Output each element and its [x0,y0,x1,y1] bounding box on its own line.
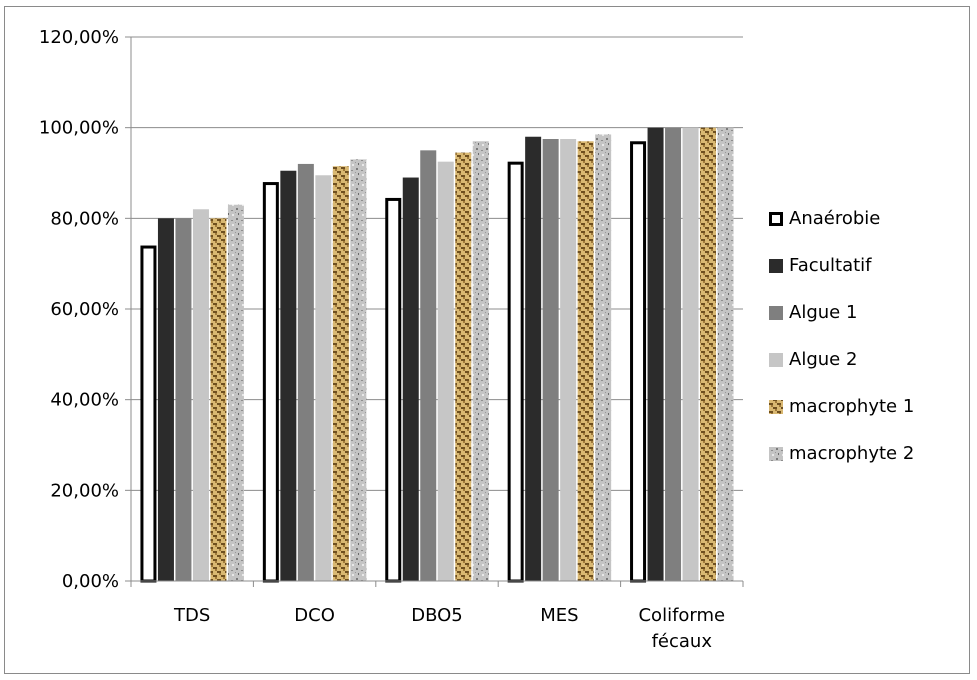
bar-algue-1-3 [542,139,559,581]
legend-swatch [769,447,783,461]
legend-label: Anaérobie [789,208,880,229]
legend-label: Algue 1 [789,302,857,323]
legend-swatch [769,400,783,414]
bar-ana-robie-1 [262,182,279,583]
bar-facultatif-4 [647,127,664,582]
y-tick-label: 0,00% [62,571,119,592]
bar-facultatif-0 [157,218,174,582]
bar-facultatif-2 [402,177,419,582]
bar-macrophyte-2-3 [595,134,612,581]
bar-macrophyte-2-0 [227,204,244,581]
bar-algue-2-2 [437,161,454,581]
bar-macrophyte-2-2 [472,141,489,581]
bar-macrophyte-1-0 [210,218,227,582]
bar-macrophyte-1-1 [332,166,349,581]
x-tick-label: TDS [173,605,210,626]
bar-algue-1-4 [665,127,682,582]
bar-facultatif-3 [525,136,542,581]
bar-algue-2-4 [682,127,699,582]
y-tick-label: 40,00% [50,390,119,411]
bar-ana-robie-2 [385,197,402,583]
bar-macrophyte-1-4 [700,127,717,582]
y-tick-label: 120,00% [39,27,119,48]
bar-ana-robie-0 [140,245,157,583]
x-tick-label: DBO5 [411,605,463,626]
legend-swatch [769,259,783,273]
bar-ana-robie-3 [507,161,524,583]
bar-macrophyte-1-2 [455,152,472,581]
x-tick-label: MES [540,605,578,626]
bar-chart: 0,00% 20,00% 40,00% 60,00% 80,00% 100,00% 120,… [39,27,914,652]
bar-macrophyte-2-1 [350,159,367,581]
legend-label: macrophyte 2 [789,443,914,464]
legend-label: Algue 2 [789,349,857,370]
legend: Anaérobie Facultatif Algue 1 Algue 2 macroph… [769,208,914,464]
y-tick-label: 60,00% [50,299,119,320]
bar-facultatif-1 [280,170,297,581]
bar-algue-2-0 [192,209,209,581]
bar-algue-1-0 [175,218,192,582]
legend-swatch [769,212,783,226]
y-tick-label: 20,00% [50,480,119,501]
bar-algue-1-1 [297,163,314,581]
axes: 0,00% 20,00% 40,00% 60,00% 80,00% 100,00% 120,… [39,27,744,652]
legend-label: macrophyte 1 [789,396,914,417]
bar-algue-2-1 [315,175,332,581]
legend-swatch [769,353,783,367]
chart-frame: 0,00% 20,00% 40,00% 60,00% 80,00% 100,00% 120,… [4,6,970,674]
bar-macrophyte-1-3 [577,141,594,581]
bar-ana-robie-4 [630,141,647,583]
x-tick-label: fécaux [652,631,713,652]
y-tick-label: 80,00% [50,208,119,229]
bar-algue-2-3 [560,139,577,581]
x-tick-label: DCO [294,605,335,626]
bars [140,127,734,583]
legend-label: Facultatif [789,255,872,276]
bar-algue-1-2 [420,150,437,582]
bar-macrophyte-2-4 [717,127,734,582]
y-tick-label: 100,00% [39,118,119,139]
x-tick-label: Coliforme [638,605,725,626]
legend-swatch [769,306,783,320]
